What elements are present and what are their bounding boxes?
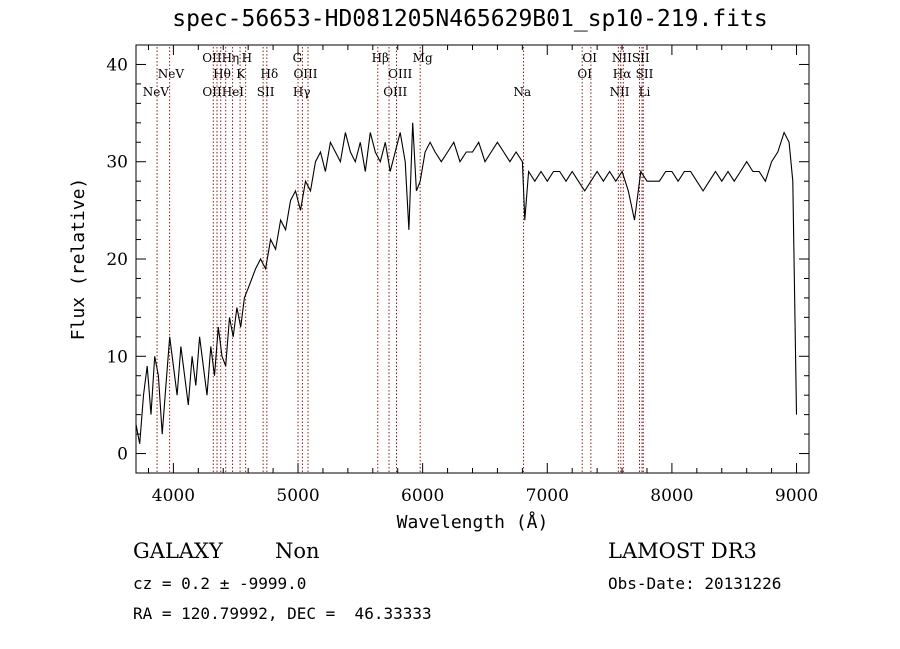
y-tick-label: 30 (106, 153, 128, 173)
y-tick-label: 0 (117, 445, 128, 465)
survey-name: LAMOST DR3 (608, 539, 757, 563)
spectrum-line (135, 122, 798, 444)
plot-frame (135, 44, 810, 474)
line-label: OI (582, 51, 597, 65)
line-label: G (293, 51, 303, 65)
line-label: OIII (293, 67, 317, 81)
line-label: OI (577, 67, 592, 81)
x-tick-label: 7000 (526, 486, 569, 506)
object-subclass: Non (275, 539, 320, 563)
redshift-text: cz = 0.2 ± -9999.0 (133, 574, 307, 593)
y-tick-label: 40 (106, 55, 128, 75)
x-tick-label: 8000 (650, 486, 693, 506)
line-label: Hα (613, 67, 632, 81)
line-label: SII (636, 67, 654, 81)
line-label: Hγ (293, 85, 311, 99)
chart-title: spec-56653-HD081205N465629B01_sp10-219.f… (172, 6, 768, 32)
line-label: OIII (383, 85, 407, 99)
line-label: OIIHη (202, 51, 239, 65)
object-class: GALAXY (133, 539, 223, 563)
x-tick-label: 4000 (152, 486, 195, 506)
line-label: Hθ (213, 67, 231, 81)
x-tick-label: 5000 (276, 486, 319, 506)
y-axis-label: Flux (relative) (68, 178, 89, 341)
line-label: Mg (413, 51, 433, 65)
line-label: NII (610, 85, 630, 99)
x-tick-label: 9000 (775, 486, 818, 506)
y-tick-label: 10 (106, 347, 128, 367)
line-label: K (236, 67, 246, 81)
line-label: OIII (388, 67, 412, 81)
line-label: SII (257, 85, 275, 99)
line-label: Na (514, 85, 532, 99)
line-label: Li (639, 85, 651, 99)
line-label: Hδ (261, 67, 279, 81)
line-label: H (242, 51, 252, 65)
obs-date: Obs-Date: 20131226 (608, 574, 782, 593)
coordinates-text: RA = 120.79992, DEC = 46.33333 (133, 604, 432, 623)
x-axis-label: Wavelength (Å) (397, 511, 549, 533)
y-tick-label: 20 (106, 250, 128, 270)
line-label: Hβ (372, 51, 389, 65)
line-label: OIIHeI (202, 85, 244, 99)
x-tick-label: 6000 (401, 486, 444, 506)
line-label: NIISII (612, 51, 650, 65)
line-label: NeV (143, 85, 170, 99)
line-label: NeV (158, 67, 185, 81)
